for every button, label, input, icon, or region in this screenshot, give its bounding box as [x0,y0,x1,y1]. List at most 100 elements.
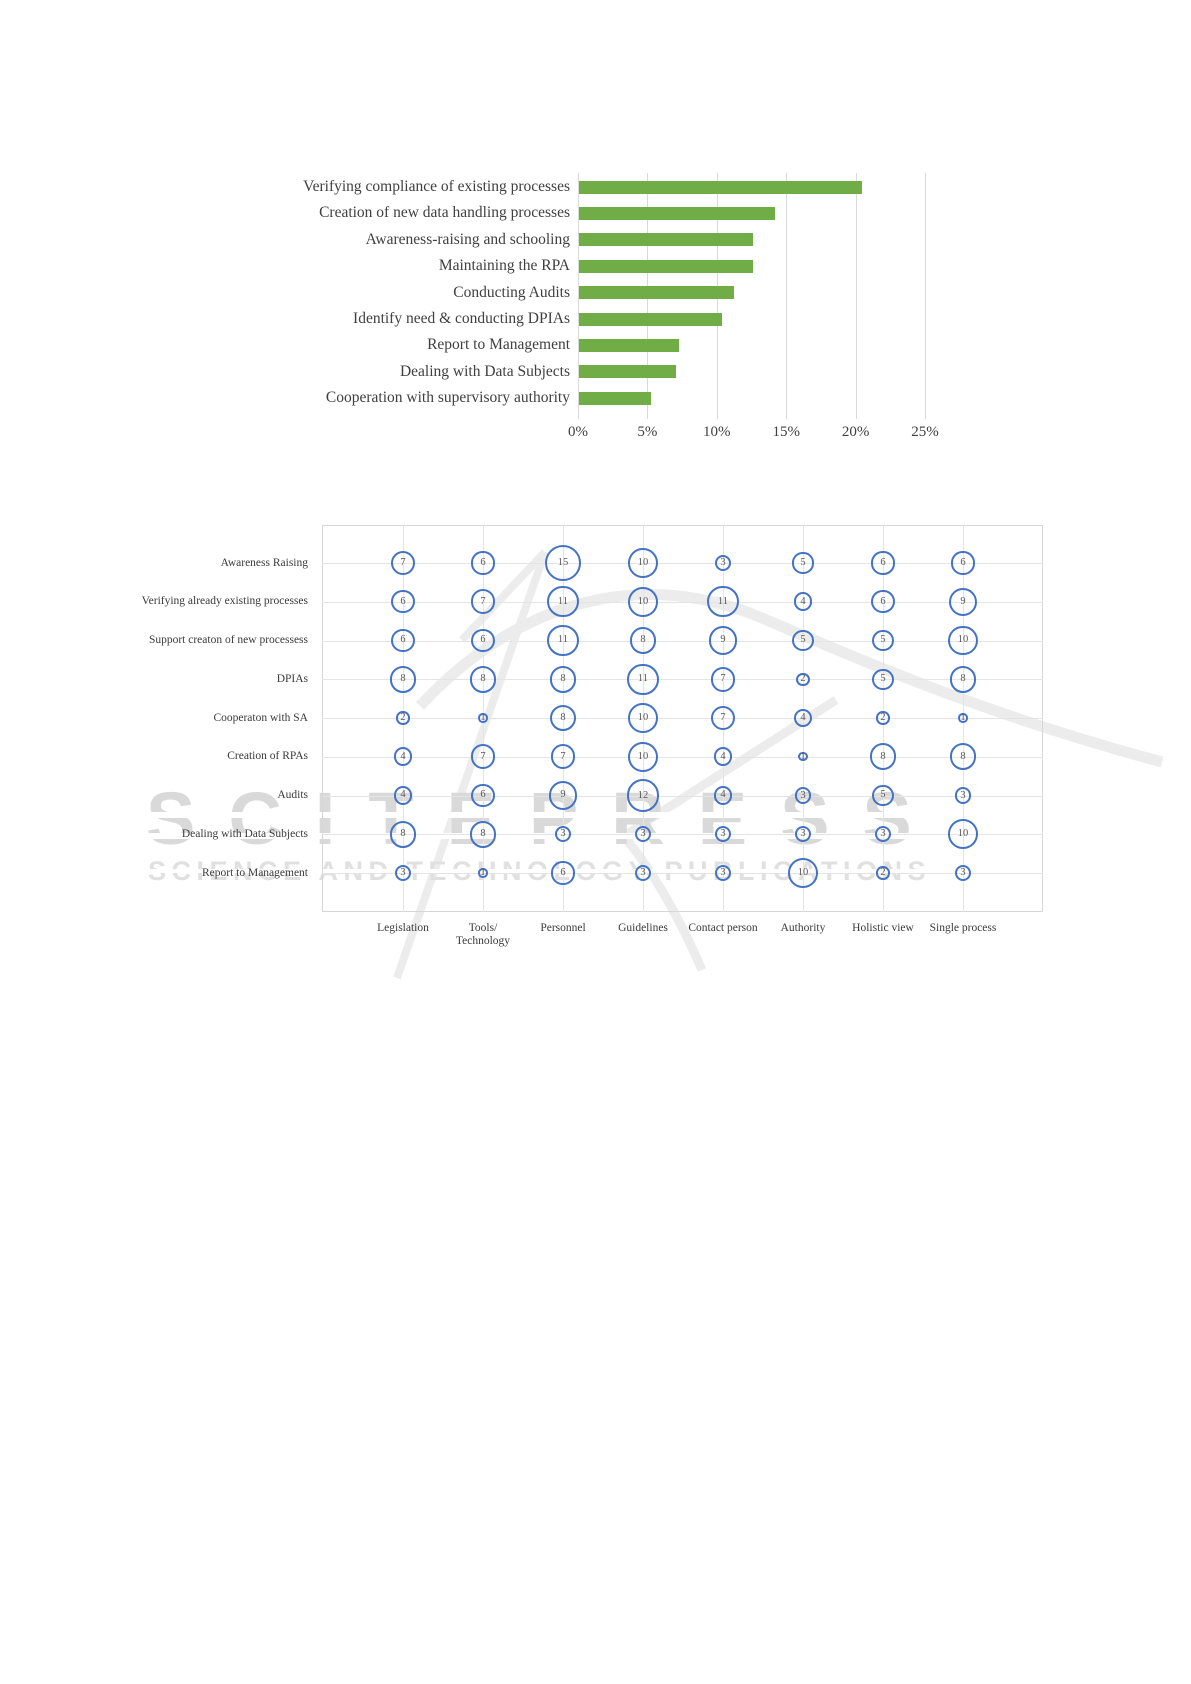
bubble: 7 [550,744,576,770]
bubble-value-label: 12 [637,789,649,801]
bar [579,365,677,379]
bubble-value-label: 7 [560,750,566,762]
bubble: 9 [548,781,578,810]
bubble: 5 [872,668,894,690]
bubble-chart-horizontal-gridline [322,718,1043,719]
bubble-value-label: 5 [800,556,806,568]
bubble-value-label: 5 [880,634,886,646]
bubble-value-label: 7 [480,750,486,762]
bubble-column-label: Tools/ Technology [455,922,511,947]
bubble-value-label: 7 [400,556,406,568]
bar-chart-gridline [855,173,857,419]
bubble: 3 [714,826,732,843]
bubble-chart-horizontal-gridline [322,679,1043,681]
x-axis-tick-label: 5% [637,424,658,440]
bubble: 1 [478,712,488,723]
bubble: 2 [796,672,810,686]
watermark-stripe [138,812,972,818]
bubble: 1 [958,712,968,723]
bubble: 6 [951,551,975,575]
bar [579,233,753,247]
bubble: 4 [713,786,733,805]
bubble-column-label: Single process [929,922,997,934]
bubble: 6 [471,551,495,575]
bubble: 8 [869,743,897,771]
bubble: 4 [713,747,733,767]
bubble-column-label: Legislation [377,922,429,934]
bubble: 1 [798,751,808,762]
bubble: 10 [788,858,818,888]
bubble: 8 [629,627,657,654]
bubble-value-label: 2 [880,866,886,878]
bubble-column-label: Guidelines [618,922,668,934]
bar-chart-gridline [925,173,926,419]
bubble-row-label: Audits [277,789,308,801]
bubble: 3 [794,787,812,804]
bubble: 11 [627,663,659,695]
bubble-value-label: 8 [640,634,646,646]
bubble-value-label: 5 [880,789,886,801]
bubble-value-label: 4 [400,789,406,801]
bubble-value-label: 5 [880,673,886,685]
bar-chart-gridline [786,173,788,419]
bubble-value-label: 11 [717,595,729,607]
bubble-chart-horizontal-gridline [322,873,1043,874]
bubble-value-label: 3 [640,867,646,878]
bar [579,312,722,326]
bubble: 9 [708,626,738,655]
bubble: 3 [394,864,412,882]
bubble: 4 [393,747,413,767]
bar-category-label: Report to Management [427,336,570,354]
bubble: 8 [949,743,977,771]
bubble: 2 [876,711,890,725]
bubble-value-label: 9 [720,634,726,646]
bubble-value-label: 3 [640,828,646,840]
bubble-value-label: 8 [560,673,566,685]
bubble-value-label: 10 [637,595,649,607]
bubble-value-label: 3 [880,828,886,840]
bubble: 15 [544,544,582,582]
bubble-value-label: 11 [557,595,569,607]
bubble-row-label: DPIAs [276,672,308,685]
bubble-row-label: Support creaton of new processess [148,634,308,646]
bubble: 6 [471,783,495,807]
bubble: 7 [390,550,416,576]
bubble: 8 [549,704,577,732]
bubble-value-label: 8 [400,828,406,840]
bubble-column-label: Authority [780,922,826,934]
bubble-row-label: Cooperaton with SA [213,711,308,724]
bubble: 3 [634,864,652,882]
bubble-value-label: 6 [400,595,406,607]
bubble-row-label: Awareness Raising [220,556,308,569]
bubble: 7 [710,705,736,731]
bubble-value-label: 8 [560,711,566,723]
bubble-value-label: 1 [960,712,966,723]
bar-category-label: Maintaining the RPA [438,257,570,275]
bubble-value-label: 15 [557,556,569,568]
bar-category-label: Identify need & conducting DPIAs [353,310,570,327]
bar-category-label: Creation of new data handling processes [319,204,570,222]
bubble: 6 [871,551,895,575]
bubble: 5 [792,629,814,651]
bubble-value-label: 3 [800,789,806,801]
bubble: 3 [634,826,652,843]
bubble-value-label: 10 [957,634,969,646]
bubble-value-label: 3 [800,828,806,840]
bubble: 1 [478,867,488,878]
bubble: 8 [949,665,977,693]
x-axis-tick-label: 20% [841,424,870,440]
bubble: 3 [714,554,732,572]
x-axis-tick-label: 15% [772,424,800,440]
bubble: 3 [794,826,812,843]
bubble-value-label: 7 [720,673,726,685]
bubble-column-label: Contact person [688,922,758,934]
bubble-value-label: 6 [960,556,966,568]
bubble-value-label: 6 [480,556,486,568]
bubble: 3 [954,787,972,804]
bubble-value-label: 1 [480,712,486,723]
bubble-value-label: 4 [400,750,406,762]
bar-chart-gridline [578,173,579,419]
bubble-chart-horizontal-gridline [322,834,1043,836]
bubble: 6 [551,861,575,885]
